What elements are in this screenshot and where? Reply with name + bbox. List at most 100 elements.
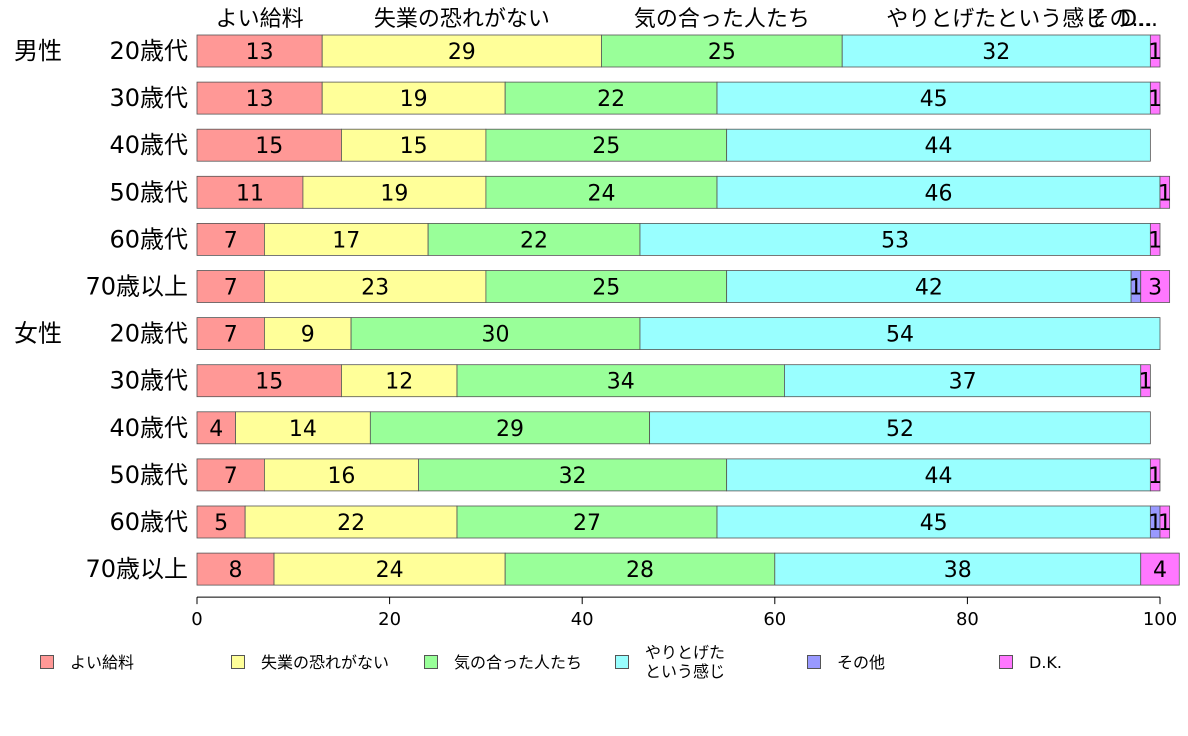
- legend-item: やりとげた という感じ: [615, 640, 725, 684]
- data-label: 52: [886, 417, 914, 442]
- data-label: 32: [559, 464, 587, 489]
- data-label: 44: [925, 134, 953, 159]
- bar-segment: [1149, 34, 1161, 68]
- data-label: 15: [255, 370, 283, 395]
- bar-segment: [196, 317, 265, 351]
- bar-segment: [196, 222, 265, 256]
- category-labels: 20歳代男性30歳代40歳代50歳代60歳代70歳以上20歳代女性30歳代40歳…: [14, 37, 188, 583]
- series-top-label: 気の合った人たち: [634, 7, 810, 32]
- bar-segment: [639, 222, 1151, 256]
- data-label: 24: [376, 558, 404, 583]
- category-label: 50歳代: [109, 178, 188, 206]
- data-label: 1: [1148, 87, 1162, 112]
- data-label: 1: [1148, 511, 1162, 536]
- data-label: 19: [400, 87, 428, 112]
- bar-segment: [264, 222, 429, 256]
- data-label: 22: [337, 511, 365, 536]
- bar-segment: [716, 175, 1161, 209]
- bar-segment: [774, 552, 1142, 586]
- bar-segment: [196, 128, 342, 162]
- x-tick-label: 60: [763, 609, 786, 630]
- category-label: 40歳代: [109, 414, 188, 442]
- bar-segment: [341, 128, 487, 162]
- bar-segment: [784, 364, 1142, 398]
- data-label: 28: [626, 558, 654, 583]
- data-label: 38: [944, 558, 972, 583]
- data-label: 25: [592, 134, 620, 159]
- data-label: 23: [361, 276, 389, 301]
- data-label: 45: [920, 511, 948, 536]
- data-label: 16: [327, 464, 355, 489]
- bar-segment: [1140, 270, 1171, 303]
- legend-swatch: [807, 655, 821, 669]
- data-label: 1: [1158, 511, 1172, 536]
- data-label: 22: [520, 228, 548, 253]
- data-label: 11: [236, 181, 264, 206]
- legend: よい給料 失業の恐れがない 気の合った人たち やりとげた という感じ その他 D.K.: [0, 640, 1188, 700]
- category-label: 50歳代: [109, 461, 188, 489]
- category-label: 20歳代: [109, 320, 188, 348]
- legend-label: やりとげた という感じ: [645, 643, 726, 681]
- bar-segment: [601, 34, 843, 68]
- data-label: 27: [573, 511, 601, 536]
- bar-segment: [196, 175, 304, 209]
- x-axis: 0 20 40 60 80 100: [191, 596, 1177, 630]
- data-label: 7: [224, 228, 238, 253]
- x-tick-label: 100: [1143, 609, 1177, 630]
- data-label: 15: [400, 134, 428, 159]
- bar-segment: [485, 175, 718, 209]
- bar-segment: [726, 458, 1151, 492]
- legend-label: 気の合った人たち: [454, 652, 583, 672]
- data-label: 45: [920, 87, 948, 112]
- bar-segment: [1140, 364, 1151, 398]
- series-top-label: その...: [1088, 7, 1153, 32]
- bar-segment: [427, 222, 641, 256]
- bar-segment: [841, 34, 1151, 68]
- category-label: 70歳以上: [85, 555, 188, 583]
- bar-segment: [504, 81, 718, 115]
- series-top-label: D...: [1120, 7, 1158, 32]
- bar-segment: [485, 270, 728, 303]
- legend-swatch: [615, 655, 629, 669]
- bar-segment: [726, 270, 1132, 303]
- x-tick-label: 20: [378, 609, 401, 630]
- data-label: 7: [224, 323, 238, 348]
- data-label: 37: [949, 370, 977, 395]
- data-label: 1: [1148, 464, 1162, 489]
- category-label: 60歳代: [109, 508, 188, 536]
- bar-segment: [350, 317, 641, 351]
- bar-segment: [244, 505, 458, 539]
- data-label: 1: [1148, 40, 1162, 65]
- data-label: 25: [592, 276, 620, 301]
- data-label: 1: [1129, 276, 1143, 301]
- data-label: 1: [1139, 370, 1153, 395]
- bar-segment: [649, 411, 1151, 445]
- legend-label: D.K.: [1029, 652, 1062, 672]
- bar-segment: [196, 411, 236, 445]
- bar-segment: [1159, 175, 1171, 209]
- bar-segment: [418, 458, 728, 492]
- data-label: 15: [255, 134, 283, 159]
- data-label: 4: [209, 417, 223, 442]
- category-label: 30歳代: [109, 367, 188, 395]
- data-label: 9: [301, 323, 315, 348]
- bar-segment: [196, 552, 275, 586]
- data-label: 5: [214, 511, 228, 536]
- data-label: 7: [224, 276, 238, 301]
- legend-item: D.K.: [999, 640, 1062, 684]
- data-label: 13: [246, 40, 274, 65]
- bar-segment: [273, 552, 506, 586]
- bar-segment: [726, 128, 1151, 162]
- legend-item: 失業の恐れがない: [231, 640, 389, 684]
- bar-segment: [369, 411, 651, 445]
- bar-segment: [1149, 458, 1161, 492]
- bar-segment: [196, 458, 265, 492]
- data-label: 34: [607, 370, 635, 395]
- data-label: 3: [1148, 276, 1162, 301]
- data-label: 13: [246, 87, 274, 112]
- bar-segment: [264, 458, 419, 492]
- bar-segment: [196, 34, 323, 68]
- data-label: 46: [925, 181, 953, 206]
